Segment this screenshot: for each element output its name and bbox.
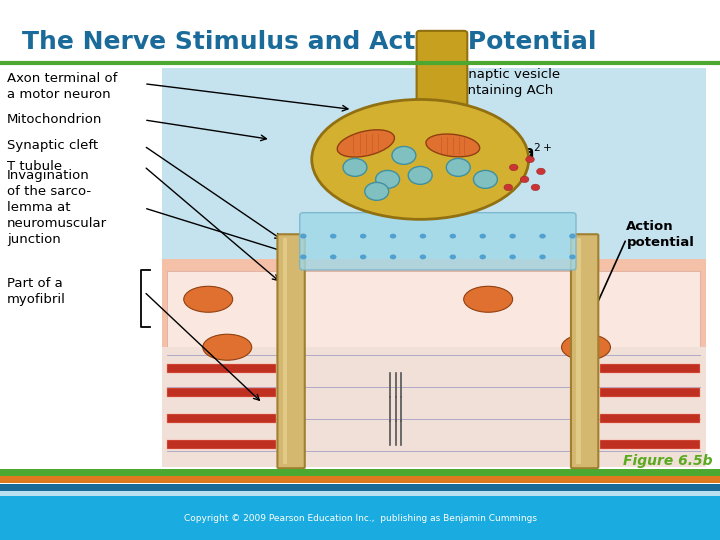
Bar [168,271,700,463]
Bar [600,364,700,373]
Circle shape [392,146,416,164]
Circle shape [390,234,396,239]
Circle shape [569,234,576,239]
Circle shape [365,183,389,200]
Circle shape [509,234,516,239]
Bar [600,388,700,397]
Circle shape [300,254,307,259]
Circle shape [449,254,456,259]
Bar [168,388,276,397]
Bar [0,484,720,491]
Bar [168,364,276,373]
Bar [600,414,700,423]
Circle shape [300,234,307,239]
Circle shape [480,254,486,259]
Text: Mitochondrion: Mitochondrion [7,113,102,126]
Text: (b): (b) [205,486,227,501]
Circle shape [531,184,540,191]
Circle shape [420,234,426,239]
Bar [168,414,276,423]
Circle shape [360,234,366,239]
Text: Action
potential: Action potential [626,220,694,249]
Circle shape [539,234,546,239]
Text: Copyright © 2009 Pearson Education Inc.,  publishing as Benjamin Cummings: Copyright © 2009 Pearson Education Inc.,… [184,514,536,523]
Circle shape [539,254,546,259]
Circle shape [480,234,486,239]
Text: Axon terminal of
a motor neuron: Axon terminal of a motor neuron [7,72,117,101]
Ellipse shape [337,130,395,157]
Circle shape [343,158,367,177]
Text: Ca$^{2+}$: Ca$^{2+}$ [512,142,552,161]
Bar [162,347,706,467]
FancyBboxPatch shape [277,234,305,468]
Circle shape [330,234,336,239]
Text: Synaptic cleft: Synaptic cleft [7,139,99,152]
Circle shape [330,254,336,259]
Circle shape [474,171,498,188]
Bar [0,496,720,540]
Bar [162,259,706,467]
Ellipse shape [184,286,233,312]
Circle shape [509,164,518,171]
FancyBboxPatch shape [571,234,598,468]
Bar [576,238,581,464]
Circle shape [526,156,534,163]
Text: Invagination
of the sarco-
lemma at
neuromuscular
junction: Invagination of the sarco- lemma at neur… [7,170,107,246]
FancyBboxPatch shape [300,213,576,270]
Circle shape [449,234,456,239]
Circle shape [376,171,400,188]
Ellipse shape [312,99,528,219]
Circle shape [408,166,432,184]
Circle shape [360,254,366,259]
Circle shape [390,254,396,259]
Circle shape [509,254,516,259]
FancyBboxPatch shape [417,31,467,108]
Bar [600,440,700,449]
Circle shape [446,158,470,177]
Text: The Nerve Stimulus and Action Potential: The Nerve Stimulus and Action Potential [22,30,596,53]
Bar [168,440,276,449]
Circle shape [504,184,513,191]
Circle shape [569,254,576,259]
Bar [0,469,720,476]
Ellipse shape [464,286,513,312]
Text: T tubule: T tubule [7,160,63,173]
Text: Part of a
myofibril: Part of a myofibril [7,277,66,306]
Bar [162,68,706,467]
Text: Synaptic vesicle
containing ACh: Synaptic vesicle containing ACh [452,68,560,97]
Bar [0,476,720,483]
Ellipse shape [426,134,480,157]
Circle shape [420,254,426,259]
Text: Figure 6.5b: Figure 6.5b [623,454,712,468]
Bar [0,491,720,496]
Circle shape [536,168,545,174]
Ellipse shape [203,334,252,360]
Circle shape [521,176,529,183]
Bar [282,238,287,464]
Ellipse shape [562,334,611,360]
